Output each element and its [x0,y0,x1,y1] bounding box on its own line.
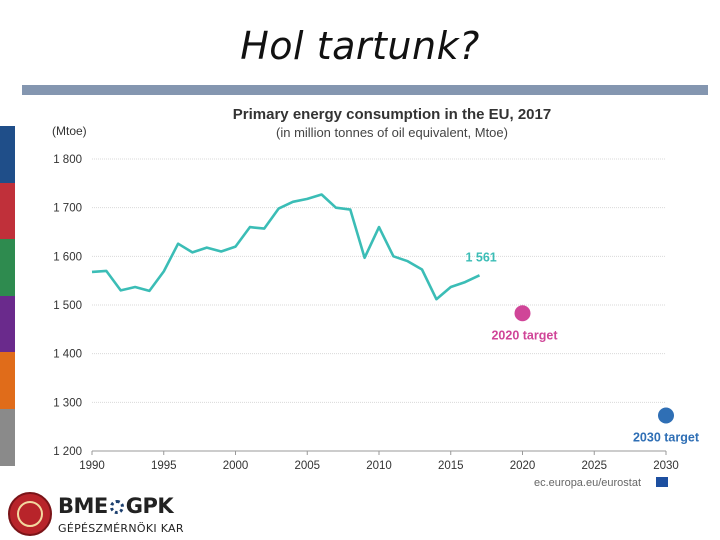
target-marker-2020 [514,305,531,322]
bme-gpk-logo: BME GPK GÉPÉSZMÉRNÖKI KAR [8,492,208,538]
x-tick-label: 2030 [653,460,679,472]
chart-subtitle: (in million tonnes of oil equivalent, Mt… [276,125,508,140]
slide-title: Hol tartunk? [240,24,480,68]
series-line [91,193,481,301]
side-bar-5 [0,352,15,409]
side-bar-6 [0,408,15,466]
y-tick-label: 1 800 [53,154,82,166]
x-tick-label: 2005 [294,460,320,472]
y-tick-label: 1 300 [53,397,82,409]
x-tick-label: 1990 [79,460,105,472]
eu-flag-icon [656,477,668,487]
x-tick-label: 2015 [438,460,464,472]
side-bar-3 [0,239,15,296]
x-tick-label: 2000 [223,460,249,472]
side-color-bars [0,126,15,466]
side-bar-1 [0,126,15,183]
y-tick-label: 1 400 [53,349,82,361]
gear-icon [109,500,124,514]
x-tick-label: 2025 [581,460,607,472]
target-marker-2030 [658,407,674,424]
x-tick-label: 1995 [151,460,177,472]
energy-chart: Primary energy consumption in the EU, 20… [52,106,700,489]
x-tick-label: 2020 [510,460,536,472]
chart-source: ec.europa.eu/eurostat [534,477,641,489]
university-seal [8,492,52,536]
side-bar-2 [0,182,15,240]
y-tick-label: 1 600 [53,251,82,263]
title-divider [22,85,708,95]
target-label-2020: 2020 target [491,328,558,342]
side-bar-4 [0,295,15,353]
y-tick-label: 1 500 [53,300,82,312]
y-axis-label: (Mtoe) [52,124,87,138]
chart-title: Primary energy consumption in the EU, 20… [233,106,551,123]
y-tick-label: 1 700 [53,203,82,215]
target-label-2030: 2030 target [633,430,700,444]
y-tick-label: 1 200 [53,446,82,458]
end-value-label: 1 561 [465,250,496,264]
brand-wordmark: BME GPK [58,494,174,518]
brand-subtitle: GÉPÉSZMÉRNÖKI KAR [58,522,184,535]
x-tick-label: 2010 [366,460,392,472]
